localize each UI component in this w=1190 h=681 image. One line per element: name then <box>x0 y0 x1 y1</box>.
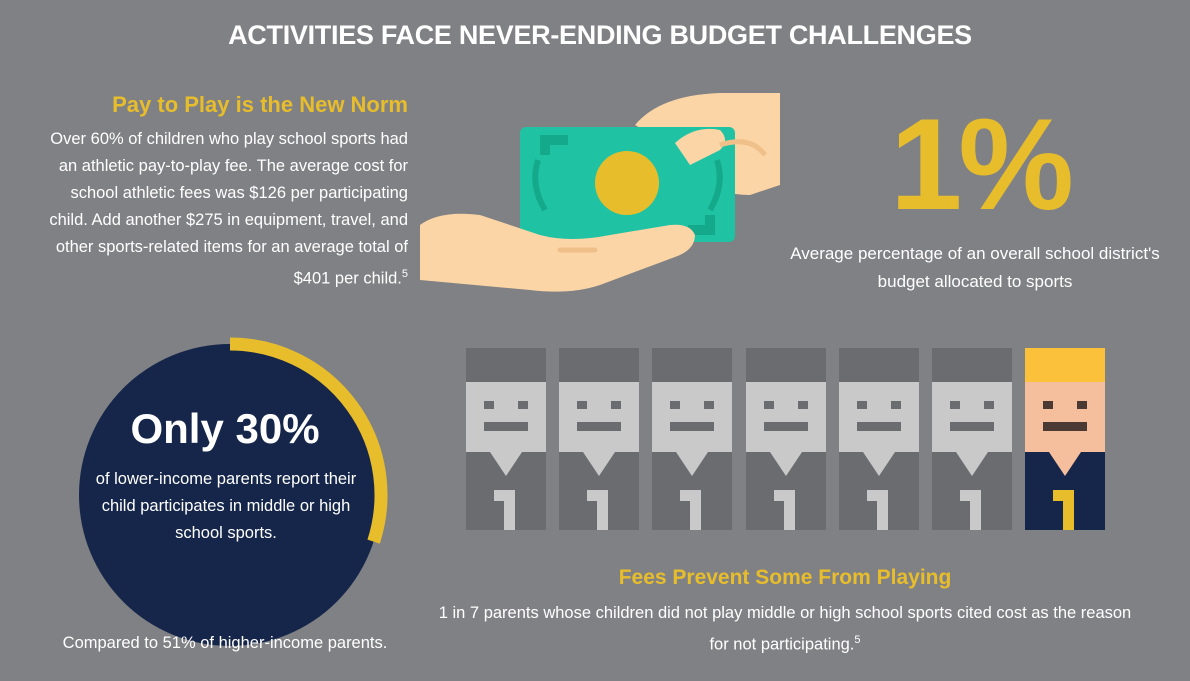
fees-text: 1 in 7 parents whose children did not pl… <box>438 604 1132 654</box>
income-stat-circle <box>79 337 388 646</box>
fees-heading: Fees Prevent Some From Playing <box>618 566 952 589</box>
hand-giving-money-icon <box>420 93 780 292</box>
person-icon <box>652 348 733 530</box>
pay-to-play-body: Over 60% of children who play school spo… <box>30 126 408 293</box>
ring-progress-arc <box>229 337 388 544</box>
budget-percent-caption: Average percentage of an overall school … <box>790 244 1160 291</box>
footnote-marker: 5 <box>854 634 861 646</box>
income-stat-value: Only 30% <box>130 405 320 452</box>
footnote-marker: 5 <box>401 268 408 280</box>
person-icon <box>1025 348 1106 530</box>
person-icon <box>559 348 640 530</box>
income-comparison: Compared to 51% of higher-income parents… <box>62 634 388 652</box>
person-icon <box>932 348 1012 530</box>
budget-percent-value: 1% <box>890 91 1074 237</box>
person-icon <box>466 348 546 530</box>
pay-to-play-heading: Pay to Play is the New Norm <box>112 92 408 117</box>
fees-body: 1 in 7 parents whose children did not pl… <box>430 600 1140 659</box>
pay-to-play-text: Over 60% of children who play school spo… <box>49 130 408 288</box>
person-icon <box>745 348 826 530</box>
income-stat-caption: of lower-income parents report their chi… <box>95 470 357 542</box>
page-title: ACTIVITIES FACE NEVER-ENDING BUDGET CHAL… <box>228 20 972 50</box>
person-icon <box>838 348 919 530</box>
